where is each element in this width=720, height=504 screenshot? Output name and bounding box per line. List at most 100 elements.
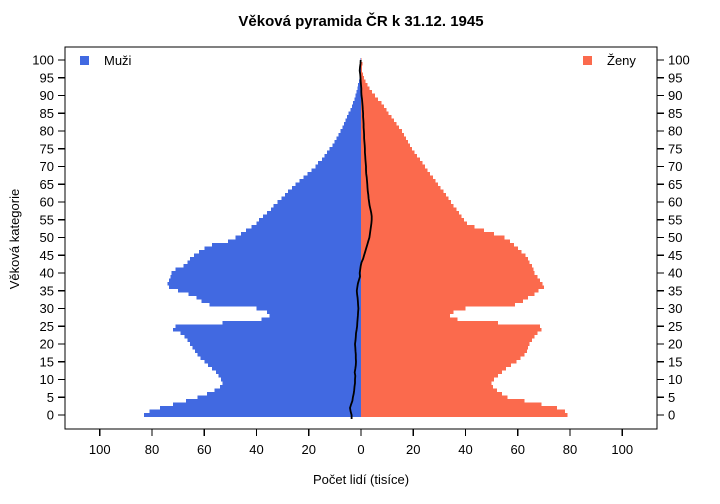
x-axis-label: Počet lidí (tisíce) [312, 472, 410, 487]
male-bar [324, 154, 361, 158]
female-bar [361, 68, 363, 73]
female-bar [361, 260, 530, 265]
female-bar [361, 129, 402, 133]
male-bar [187, 260, 361, 265]
male-bar [219, 384, 361, 389]
female-bar [361, 107, 387, 112]
y-tick-label-right: 25 [668, 319, 682, 334]
male-bar [357, 86, 361, 91]
female-bar [361, 317, 458, 321]
y-tick-label-right: 5 [668, 390, 675, 405]
female-bar [361, 374, 499, 378]
x-tick-label: 80 [145, 442, 159, 457]
x-tick-label: 40 [249, 442, 263, 457]
y-tick-label-right: 75 [668, 141, 682, 156]
y-tick-label-right: 95 [668, 70, 682, 85]
male-bar [334, 139, 361, 144]
female-bar [361, 168, 428, 172]
male-bar [351, 104, 361, 108]
female-bar [361, 370, 503, 375]
male-bar [197, 352, 361, 357]
male-bar [204, 359, 361, 364]
female-bar [361, 178, 436, 183]
y-tick-label-right: 80 [668, 124, 682, 139]
female-bar [361, 388, 497, 392]
male-bar [338, 132, 361, 137]
y-tick-label-left: 20 [40, 337, 54, 352]
male-bar [168, 285, 361, 289]
female-bars [361, 58, 568, 417]
y-tick-label-left: 40 [40, 266, 54, 281]
female-bar [361, 384, 493, 389]
male-bar [187, 338, 361, 343]
male-bar [340, 129, 361, 133]
female-bar [361, 75, 364, 80]
y-tick-label-left: 50 [40, 230, 54, 245]
female-bar [361, 278, 540, 282]
female-bar [361, 61, 363, 66]
female-bar [361, 157, 420, 162]
male-bar [159, 406, 361, 410]
y-tick-label-right: 100 [668, 53, 690, 68]
female-bar [361, 299, 523, 304]
female-bar [361, 225, 475, 229]
female-bar [361, 253, 526, 258]
male-bar [246, 228, 361, 233]
male-bar [360, 68, 361, 73]
female-bar [361, 246, 518, 250]
y-tick-label-left: 25 [40, 319, 54, 334]
male-bar [358, 83, 361, 87]
x-tick-label: 100 [611, 442, 633, 457]
y-tick-label-left: 10 [40, 372, 54, 387]
male-bar [269, 313, 361, 318]
x-tick-label: 80 [563, 442, 577, 457]
male-bar [172, 328, 361, 332]
y-tick-label-left: 55 [40, 212, 54, 227]
male-bar [299, 178, 361, 183]
female-bar [361, 257, 529, 261]
male-bar [172, 402, 361, 407]
male-bar [204, 246, 361, 250]
female-bar [361, 104, 384, 108]
male-bar [356, 90, 361, 94]
x-tick-label: 20 [406, 442, 420, 457]
male-bar [240, 232, 361, 236]
female-bar [361, 235, 505, 240]
male-bar [167, 281, 361, 286]
male-bar [256, 306, 361, 311]
male-bar [287, 189, 361, 194]
y-tick-label-right: 45 [668, 248, 682, 263]
female-bar [361, 359, 517, 364]
female-bar [361, 399, 525, 403]
x-axis-ticks: 100 80 60 40 20 0 20 40 60 80 100 [89, 429, 633, 457]
y-tick-label-left: 0 [47, 408, 54, 423]
male-bar [342, 125, 361, 130]
male-bar [315, 164, 361, 169]
female-bar [361, 409, 565, 414]
y-tick-label-right: 40 [668, 266, 682, 281]
female-bar [361, 136, 406, 140]
female-bar [361, 164, 426, 169]
female-bar [361, 349, 527, 353]
female-bar [361, 79, 366, 84]
x-tick-label: 20 [302, 442, 316, 457]
male-bar [222, 381, 361, 385]
y-tick-label-left: 35 [40, 283, 54, 298]
female-bar [361, 86, 370, 91]
male-bar [192, 345, 361, 350]
y-tick-label-right: 65 [668, 177, 682, 192]
female-bar [361, 310, 454, 314]
male-bars [144, 58, 362, 417]
female-bar [361, 395, 508, 400]
y-tick-label-left: 30 [40, 301, 54, 316]
male-bar [227, 239, 361, 243]
male-bar [188, 292, 361, 297]
female-bar [361, 271, 535, 275]
female-bar [361, 285, 544, 289]
male-bar [175, 267, 361, 272]
female-bar [361, 338, 533, 343]
x-tick-label: 0 [357, 442, 364, 457]
y-axis-label: Věková kategorie [7, 188, 22, 290]
